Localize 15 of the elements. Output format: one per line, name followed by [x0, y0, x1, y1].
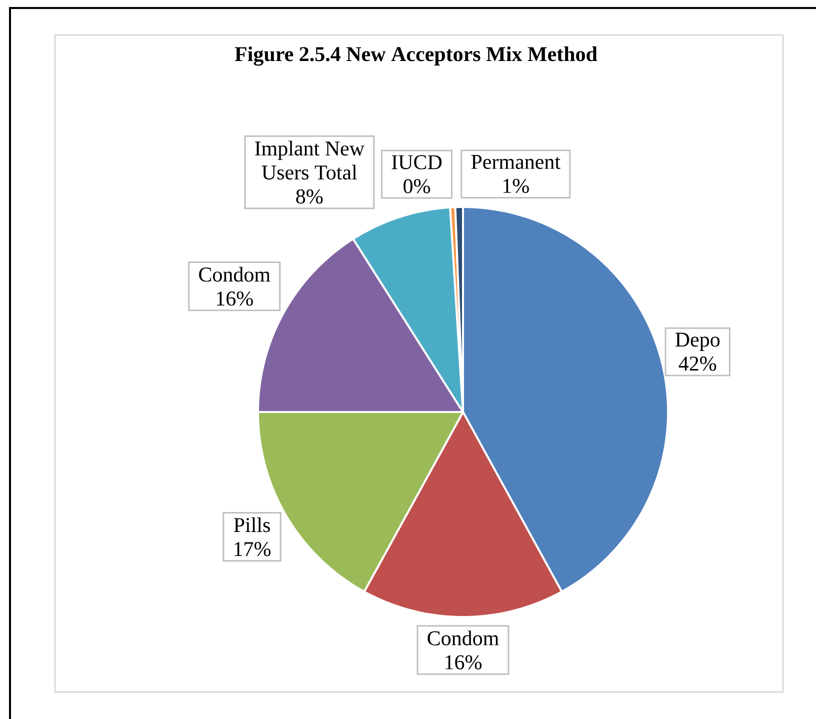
data-label: 16% — [446, 655, 482, 670]
slice-label: Permanent — [471, 155, 560, 169]
slice-label: Depo — [675, 332, 720, 351]
slice-label: IUCD — [392, 155, 442, 170]
data-label: 0% — [404, 179, 430, 194]
slice-label: Condom — [428, 630, 499, 646]
data-label: 8% — [296, 189, 323, 204]
slice-label: Implant New Users Total — [255, 140, 364, 180]
slice-label: Condom — [199, 266, 270, 282]
data-label: 42% — [678, 356, 716, 371]
data-label: 17% — [234, 542, 271, 556]
slice-label: Pills — [234, 517, 270, 532]
data-label: 16% — [216, 291, 253, 306]
chart-title: Figure 2.5.4 New Acceptors Mix Method — [234, 46, 598, 66]
data-label: 1% — [503, 178, 529, 194]
